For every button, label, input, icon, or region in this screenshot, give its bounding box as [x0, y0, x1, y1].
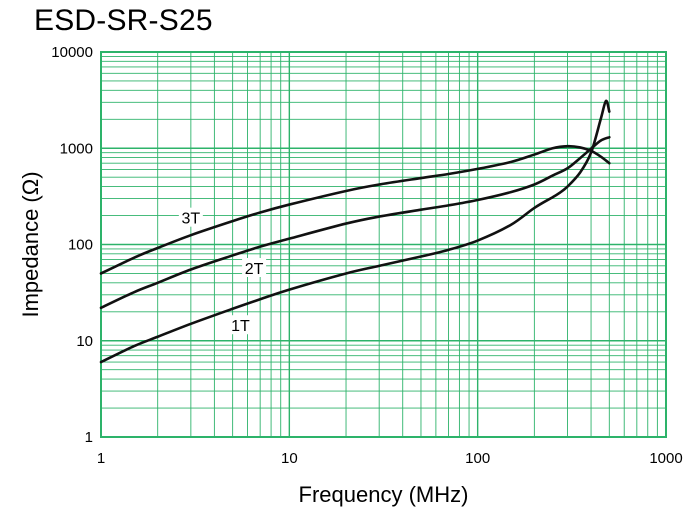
series-labels: 3T 2T 1T — [178, 207, 267, 335]
series-label-1t: 1T — [231, 318, 250, 335]
series-label-3t: 3T — [182, 211, 201, 228]
y-tick-label: 100 — [68, 237, 93, 254]
tick-labels: 1 10 100 1000 1 10 100 1000 10000 — [51, 44, 682, 467]
series-line-1t — [99, 99, 611, 364]
y-axis-label: Impedance (Ω) — [18, 171, 43, 317]
x-tick-label: 10 — [281, 450, 298, 467]
x-tick-label: 100 — [465, 450, 490, 467]
x-axis-label: Frequency (MHz) — [299, 482, 469, 507]
series-line-3t — [99, 144, 611, 275]
chart-title: ESD-SR-S25 — [34, 4, 213, 37]
series-line-2t — [99, 135, 611, 310]
series-label-2t: 2T — [245, 261, 264, 278]
y-tick-label: 10 — [76, 333, 93, 350]
x-tick-label: 1000 — [649, 450, 682, 467]
plot-frame — [100, 51, 667, 438]
series-label-bg — [242, 257, 267, 277]
y-tick-label: 10000 — [51, 44, 93, 61]
series-label-bg — [228, 315, 253, 335]
y-tick-label: 1000 — [60, 140, 93, 157]
curves — [99, 99, 611, 364]
series-label-bg — [178, 207, 203, 227]
x-tick-label: 1 — [97, 450, 105, 467]
grid — [101, 52, 666, 437]
y-tick-label: 1 — [85, 429, 93, 446]
